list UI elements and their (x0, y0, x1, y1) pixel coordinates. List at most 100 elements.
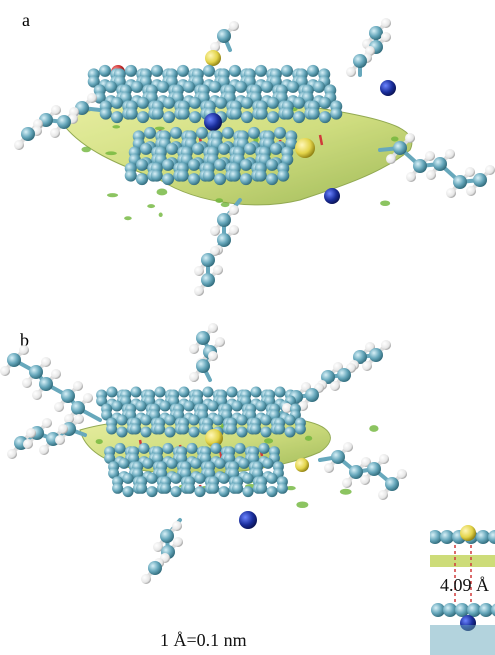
carbon-atom (201, 273, 215, 287)
sulfur-atom (295, 458, 309, 472)
carbon-atom (433, 157, 447, 171)
carbon-atom (142, 457, 154, 469)
hydrogen-atom (208, 351, 218, 361)
carbon-atom (101, 409, 113, 421)
carbon-atom (183, 400, 195, 412)
carbon-atom (224, 452, 236, 464)
carbon-atom (166, 142, 178, 155)
carbon-atom (252, 467, 264, 479)
carbon-atom (266, 472, 278, 484)
carbon-atom (170, 126, 182, 139)
carbon-atom (367, 462, 381, 476)
carbon-atom (189, 111, 201, 124)
hydrogen-atom (87, 93, 97, 103)
isosurface-fragment (158, 212, 163, 217)
hydrogen-atom (397, 469, 407, 479)
carbon-atom (241, 111, 253, 124)
hydrogen-atom (208, 323, 218, 333)
carbon-atom (353, 54, 367, 68)
carbon-atom (248, 126, 260, 139)
carbon-atom (87, 75, 100, 88)
carbon-atom (116, 414, 128, 426)
carbon-atom (476, 530, 490, 544)
carbon-atom (443, 603, 457, 617)
carbon-atom (353, 350, 367, 364)
isosurface-fragment (220, 202, 230, 208)
hydrogen-atom (229, 205, 239, 215)
hydrogen-atom (465, 167, 475, 177)
hydrogen-atom (324, 463, 334, 473)
carbon-atom (135, 400, 147, 412)
carbon-atom (258, 442, 270, 454)
carbon-atom (163, 96, 175, 109)
carbon-atom (277, 169, 290, 182)
carbon-atom (57, 115, 71, 129)
hydrogen-atom (51, 369, 61, 379)
isosurface-fragment (380, 200, 391, 207)
carbon-atom (255, 107, 268, 120)
carbon-atom (218, 486, 230, 498)
carbon-atom (137, 96, 149, 109)
carbon-atom (226, 386, 238, 398)
carbon-atom (162, 158, 174, 171)
carbon-atom (190, 457, 202, 469)
carbon-atom (413, 159, 427, 173)
carbon-atom (130, 386, 142, 398)
carbon-atom (313, 80, 325, 93)
carbon-atom (188, 173, 200, 186)
carbon-atom (196, 331, 210, 345)
carbon-atom (170, 486, 182, 498)
carbon-atom (29, 365, 43, 379)
carbon-atom (232, 482, 244, 494)
carbon-atom (111, 400, 123, 412)
carbon-atom (166, 457, 178, 469)
isosurface-fragment (339, 488, 352, 495)
isosurface-fragment (147, 204, 156, 209)
panel-b-atoms (0, 323, 407, 584)
carbon-atom (231, 400, 243, 412)
carbon-atom (163, 111, 175, 124)
carbon-atom (140, 142, 152, 155)
carbon-atom (266, 173, 278, 186)
hydrogen-atom (141, 574, 151, 584)
hydrogen-atom (41, 357, 51, 367)
carbon-atom (254, 169, 267, 182)
isosurface-fragment (215, 198, 224, 203)
carbon-atom (111, 96, 123, 109)
carbon-atom (214, 158, 226, 171)
sulfur-atom (460, 525, 476, 541)
panel-a-label: a (22, 10, 30, 30)
hydrogen-atom (381, 32, 391, 42)
carbon-atom (236, 414, 248, 426)
hydrogen-atom (54, 402, 64, 412)
carbon-atom (262, 457, 274, 469)
carbon-atom (242, 472, 254, 484)
hydrogen-atom (51, 105, 61, 115)
carbon-atom (349, 465, 363, 479)
carbon-atom (138, 442, 150, 454)
carbon-atom (122, 472, 134, 484)
carbon-atom (140, 414, 152, 426)
hydrogen-atom (215, 337, 225, 347)
hydrogen-atom (330, 381, 340, 391)
carbon-atom (176, 169, 189, 182)
carbon-atom (321, 370, 335, 384)
hydrogen-atom (466, 186, 476, 196)
carbon-atom (188, 414, 200, 426)
carbon-atom (229, 107, 242, 120)
hydrogen-atom (22, 378, 32, 388)
carbon-atom (159, 400, 171, 412)
carbon-atom (431, 603, 445, 617)
hydrogen-atom (23, 439, 33, 449)
nitrogen-atom (204, 113, 222, 131)
carbon-atom (430, 530, 442, 544)
carbon-atom (154, 386, 166, 398)
carbon-atom (240, 158, 252, 171)
carbon-atom (137, 111, 149, 124)
hydrogen-atom (64, 414, 74, 424)
carbon-atom (151, 64, 163, 77)
sulfur-atom (205, 50, 221, 66)
hydrogen-atom (361, 457, 371, 467)
carbon-atom (151, 107, 164, 120)
inset-distance-label: 4.09 Å (440, 575, 489, 595)
